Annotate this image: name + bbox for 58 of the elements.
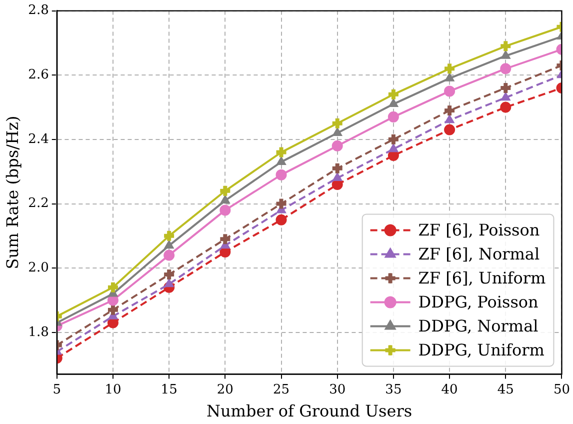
y-tick-label: 2.0 bbox=[28, 260, 49, 276]
point bbox=[164, 278, 174, 288]
x-tick-label: 5 bbox=[52, 382, 62, 398]
point bbox=[498, 39, 513, 54]
x-tick-label: 35 bbox=[385, 382, 402, 398]
legend-label: DDPG, Normal bbox=[418, 316, 538, 336]
point bbox=[218, 232, 232, 246]
point bbox=[444, 114, 454, 124]
y-tick-label: 2.6 bbox=[28, 67, 49, 82]
point bbox=[164, 250, 175, 261]
point bbox=[444, 124, 456, 136]
point bbox=[164, 240, 174, 249]
point bbox=[332, 140, 343, 152]
point bbox=[442, 62, 457, 76]
point bbox=[274, 196, 288, 211]
x-tick-label: 10 bbox=[104, 382, 122, 398]
point bbox=[276, 214, 287, 226]
x-tick-label: 15 bbox=[160, 382, 178, 398]
point bbox=[106, 280, 120, 294]
legend-label: DDPG, Poisson bbox=[418, 292, 538, 312]
x-tick-label: 20 bbox=[216, 382, 234, 398]
x-tick-label: 40 bbox=[441, 382, 458, 398]
y-tick-label: 2.2 bbox=[28, 196, 49, 212]
legend-label: DDPG, Uniform bbox=[418, 340, 544, 360]
point bbox=[500, 63, 512, 74]
point bbox=[500, 102, 512, 113]
x-tick-label: 50 bbox=[553, 382, 570, 398]
point bbox=[274, 145, 288, 160]
legend-label: ZF [6], Normal bbox=[418, 244, 540, 264]
point bbox=[500, 50, 510, 59]
x-axis-title: Number of Ground Users bbox=[206, 402, 412, 421]
point bbox=[444, 86, 456, 97]
legend-label: ZF [6], Uniform bbox=[418, 268, 546, 288]
point bbox=[220, 204, 231, 216]
point bbox=[386, 87, 400, 102]
point bbox=[388, 111, 399, 122]
point bbox=[332, 172, 342, 182]
point bbox=[330, 116, 344, 130]
point bbox=[220, 195, 230, 204]
y-axis-title: Sum Rate (bps/Hz) bbox=[2, 116, 22, 270]
point bbox=[276, 169, 287, 180]
y-tick-label: 1.8 bbox=[28, 324, 49, 340]
point bbox=[332, 128, 342, 136]
point bbox=[500, 92, 510, 101]
point bbox=[162, 228, 176, 243]
point bbox=[386, 132, 400, 146]
point bbox=[276, 156, 286, 165]
x-tick-label: 45 bbox=[497, 382, 514, 398]
legend-label: ZF [6], Poisson bbox=[418, 220, 540, 240]
point bbox=[388, 144, 398, 152]
x-tick-label: 25 bbox=[272, 382, 290, 398]
y-tick-label: 2.8 bbox=[28, 3, 49, 18]
point bbox=[330, 161, 344, 176]
y-tick-label: 2.4 bbox=[28, 132, 49, 147]
point bbox=[444, 72, 454, 82]
x-tick-label: 30 bbox=[329, 382, 346, 398]
point bbox=[388, 98, 398, 108]
point bbox=[218, 184, 232, 198]
